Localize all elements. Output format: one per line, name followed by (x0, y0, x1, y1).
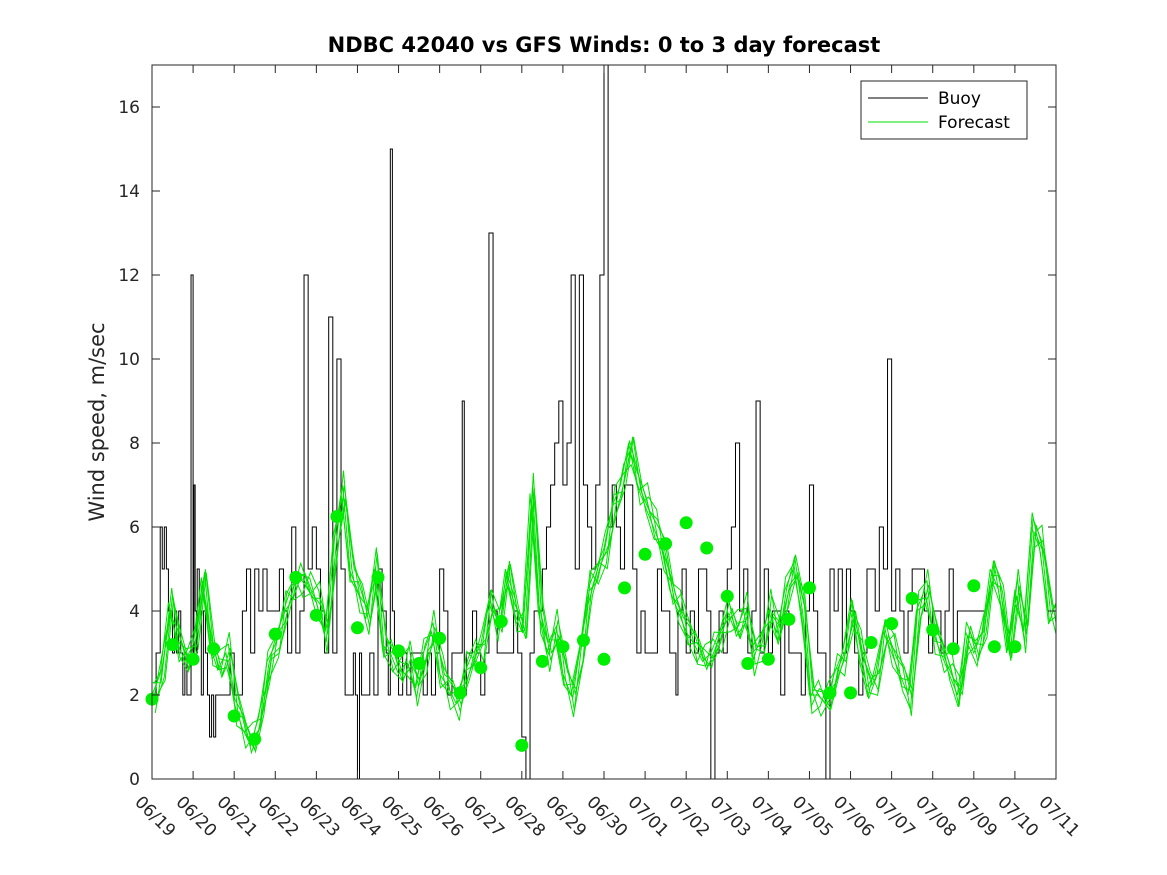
forecast-markers (145, 510, 1022, 752)
forecast-marker (782, 612, 796, 626)
chart-title: NDBC 42040 vs GFS Winds: 0 to 3 day fore… (328, 33, 881, 57)
forecast-marker (166, 638, 180, 652)
forecast-marker (987, 640, 1001, 654)
legend-forecast-label: Forecast (938, 113, 1010, 133)
forecast-marker (946, 642, 960, 656)
forecast-line (153, 463, 1057, 733)
forecast-marker (679, 516, 693, 530)
forecast-marker (186, 652, 200, 666)
y-tick-label: 2 (129, 686, 140, 706)
legend-buoy-label: Buoy (938, 89, 981, 109)
forecast-marker (761, 652, 775, 666)
y-axis-label: Wind speed, m/sec (85, 322, 109, 521)
forecast-marker (556, 640, 570, 654)
forecast-marker (515, 738, 529, 752)
forecast-line (152, 440, 1057, 755)
forecast-marker (802, 581, 816, 595)
y-tick-label: 8 (129, 434, 140, 454)
forecast-marker (433, 631, 447, 645)
forecast-marker (289, 570, 303, 584)
forecast-marker (392, 644, 406, 658)
legend-box (860, 80, 1028, 140)
forecast-marker (905, 591, 919, 605)
forecast-marker (535, 654, 549, 668)
forecast-marker (659, 537, 673, 551)
forecast-marker (700, 541, 714, 555)
forecast-line (155, 436, 1057, 751)
forecast-marker (885, 617, 899, 631)
forecast-marker (864, 636, 878, 649)
forecast-marker (474, 661, 488, 675)
y-axis-ticks: 0 2 4 6 8 10 12 14 16 (118, 98, 1056, 790)
buoy-line (152, 64, 987, 780)
forecast-marker (576, 633, 590, 647)
legend: Buoy Forecast (860, 80, 1028, 140)
forecast-series (151, 436, 1057, 755)
forecast-marker (1008, 640, 1022, 654)
y-tick-label: 16 (118, 98, 140, 118)
y-tick-label: 0 (129, 770, 140, 790)
forecast-marker (350, 621, 364, 635)
forecast-marker (967, 579, 981, 593)
y-tick-label: 12 (118, 266, 140, 286)
forecast-marker (371, 570, 385, 584)
forecast-marker (926, 623, 940, 637)
forecast-marker (268, 627, 282, 641)
forecast-marker (207, 642, 221, 656)
forecast-marker (638, 547, 652, 561)
forecast-marker (309, 608, 323, 622)
forecast-marker (453, 686, 467, 700)
forecast-marker (248, 732, 262, 746)
forecast-marker (741, 657, 755, 670)
buoy-series (152, 64, 987, 780)
forecast-marker (720, 589, 734, 603)
y-tick-label: 14 (118, 182, 140, 202)
forecast-marker (494, 615, 508, 628)
y-tick-label: 4 (129, 602, 140, 622)
forecast-marker (844, 686, 858, 700)
forecast-marker (597, 652, 611, 666)
forecast-marker (330, 510, 344, 523)
y-tick-label: 10 (118, 350, 140, 370)
forecast-marker (823, 686, 837, 700)
forecast-line (156, 436, 1057, 754)
forecast-marker (618, 581, 632, 595)
forecast-marker (227, 709, 241, 723)
forecast-marker (412, 657, 426, 670)
forecast-line (154, 445, 1057, 750)
y-tick-label: 6 (129, 518, 140, 538)
